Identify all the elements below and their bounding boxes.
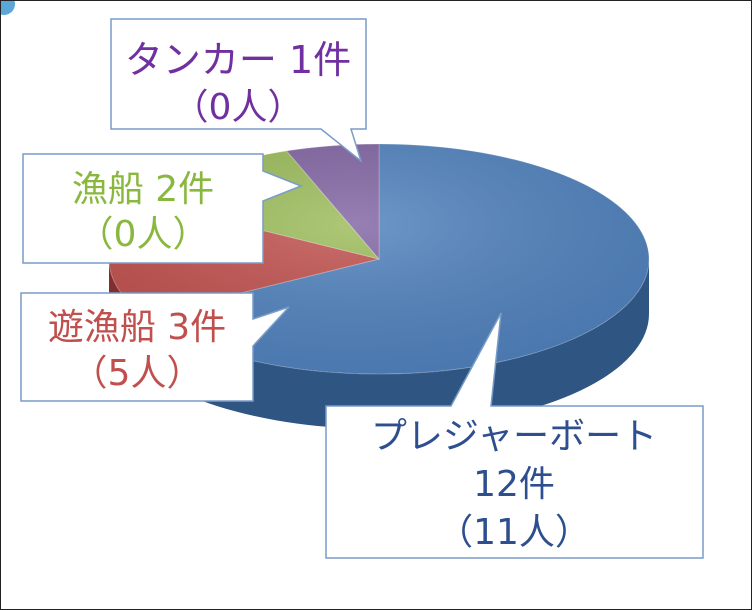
callout-pleasure-line1: プレジャーボート <box>371 416 657 457</box>
callout-yugyo: 遊漁船 3件 （5人） <box>20 292 290 402</box>
callout-tanker-box <box>110 18 367 164</box>
corner-decoration <box>1 1 15 15</box>
callout-tanker-line1: タンカー 1件 <box>125 38 351 82</box>
callout-pleasure-box <box>325 312 704 559</box>
callout-pleasure-line3: （11人） <box>437 512 591 553</box>
callout-tanker: タンカー 1件 （0人） <box>110 18 367 164</box>
pie-side-プレジャーボート <box>145 259 649 429</box>
callout-gyosen-line2: （0人） <box>78 214 209 255</box>
callout-tanker-line2: （0人） <box>173 87 304 128</box>
callout-pleasure: プレジャーボート 12件 （11人） <box>325 312 704 559</box>
callout-pleasure-line2: 12件 <box>473 464 555 505</box>
callout-yugyo-line1: 遊漁船 3件 <box>48 307 226 348</box>
callout-gyosen: 漁船 2件 （0人） <box>22 153 304 264</box>
callout-yugyo-line2: （5人） <box>72 353 203 394</box>
callout-yugyo-box <box>20 292 290 402</box>
callout-gyosen-box <box>22 153 304 264</box>
callout-gyosen-line1: 漁船 2件 <box>72 169 214 210</box>
